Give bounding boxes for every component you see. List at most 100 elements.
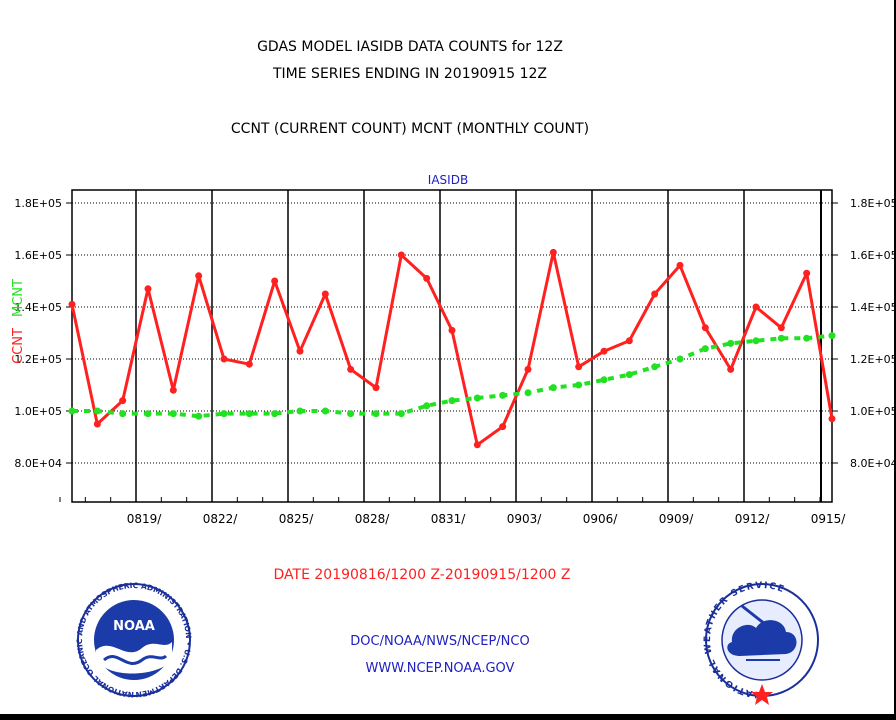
data-point-mcnt <box>676 355 684 363</box>
left-tick-label: 1.4E+05 <box>14 301 62 314</box>
right-tick-label: 1.8E+05 <box>850 197 896 210</box>
right-tick-label: 8.0E+04 <box>850 457 896 470</box>
x-tick-label: 0912/ <box>735 512 771 526</box>
left-axis-label: CCNT <box>11 328 26 364</box>
left-axis-ticks: 8.0E+04 1.0E+05 1.2E+05 1.4E+05 1.6E+05 1.8E+… <box>14 197 72 470</box>
org-path-label: DOC/NOAA/NWS/NCEP/NCO <box>350 634 529 649</box>
x-tick-label: 0909/ <box>659 512 695 526</box>
data-point-mcnt <box>549 384 557 392</box>
data-point-ccnt <box>423 274 431 282</box>
data-point-mcnt <box>473 394 481 402</box>
data-point-ccnt <box>321 290 329 298</box>
data-point-mcnt <box>600 376 608 384</box>
data-point-mcnt <box>195 412 203 420</box>
data-point-mcnt <box>296 407 304 415</box>
data-point-ccnt <box>144 285 152 293</box>
data-point-ccnt <box>651 290 659 298</box>
data-point-mcnt <box>752 337 760 345</box>
data-point-mcnt <box>524 389 532 397</box>
data-point-ccnt <box>397 251 405 259</box>
right-tick-label: 1.2E+05 <box>850 353 896 366</box>
data-point-mcnt <box>347 410 355 418</box>
data-point-ccnt <box>245 360 253 368</box>
data-point-ccnt <box>473 441 481 449</box>
data-point-mcnt <box>119 410 127 418</box>
x-tick-label: 0906/ <box>583 512 619 526</box>
x-tick-label: 0831/ <box>431 512 467 526</box>
plot-series-title: IASIDB <box>428 173 468 187</box>
right-tick-label: 1.0E+05 <box>850 405 896 418</box>
data-point-ccnt <box>777 324 785 332</box>
data-point-mcnt <box>169 410 177 418</box>
data-point-mcnt <box>245 410 253 418</box>
x-axis-ticks: 0819/0822/0825/0828/0831/0903/0906/0909/… <box>59 497 847 526</box>
data-point-ccnt <box>499 423 507 431</box>
data-point-mcnt <box>701 345 709 353</box>
data-point-mcnt <box>423 402 431 410</box>
data-point-mcnt <box>499 391 507 399</box>
x-tick-label: 0822/ <box>203 512 239 526</box>
data-point-ccnt <box>625 337 633 345</box>
data-point-ccnt <box>119 397 127 405</box>
data-point-mcnt <box>68 407 76 415</box>
x-tick-label: 0915/ <box>811 512 847 526</box>
x-tick-label: 0825/ <box>279 512 315 526</box>
left-tick-label: 1.8E+05 <box>14 197 62 210</box>
series-layer <box>68 248 836 449</box>
left-tick-label: 1.6E+05 <box>14 249 62 262</box>
data-point-ccnt <box>372 384 380 392</box>
data-point-mcnt <box>271 410 279 418</box>
x-tick-label: 0903/ <box>507 512 543 526</box>
chart-title-line2: TIME SERIES ENDING IN 20190915 12Z <box>272 66 547 82</box>
grid-lines <box>72 190 832 502</box>
data-point-ccnt <box>676 261 684 269</box>
data-point-ccnt <box>296 347 304 355</box>
data-point-ccnt <box>752 303 760 311</box>
data-point-ccnt <box>68 300 76 308</box>
data-point-mcnt <box>144 410 152 418</box>
data-point-mcnt <box>777 334 785 342</box>
data-point-ccnt <box>93 420 101 428</box>
data-point-ccnt <box>271 277 279 285</box>
data-point-ccnt <box>828 415 836 423</box>
data-point-mcnt <box>448 397 456 405</box>
data-point-mcnt <box>625 371 633 379</box>
data-point-ccnt <box>448 326 456 334</box>
data-point-ccnt <box>575 363 583 371</box>
data-point-ccnt <box>524 365 532 373</box>
data-point-mcnt <box>803 334 811 342</box>
x-tick-label: 0819/ <box>127 512 163 526</box>
data-point-ccnt <box>169 386 177 394</box>
data-point-ccnt <box>600 347 608 355</box>
chart-subtitle: CCNT (CURRENT COUNT) MCNT (MONTHLY COUNT… <box>231 121 589 137</box>
data-point-ccnt <box>347 365 355 373</box>
right-axis-label: MCNT <box>11 279 26 317</box>
data-point-mcnt <box>397 410 405 418</box>
data-point-mcnt <box>828 332 836 340</box>
star-icon <box>751 684 773 705</box>
data-point-mcnt <box>220 410 228 418</box>
right-tick-label: 1.4E+05 <box>850 301 896 314</box>
left-tick-label: 1.0E+05 <box>14 405 62 418</box>
right-tick-label: 1.6E+05 <box>850 249 896 262</box>
data-point-ccnt <box>549 248 557 256</box>
noaa-wordmark: NOAA <box>113 619 155 634</box>
data-point-mcnt <box>651 363 659 371</box>
website-link[interactable]: WWW.NCEP.NOAA.GOV <box>366 661 515 676</box>
data-point-ccnt <box>220 355 228 363</box>
left-tick-label: 8.0E+04 <box>14 457 62 470</box>
data-point-mcnt <box>727 339 735 347</box>
data-point-ccnt <box>701 324 709 332</box>
date-range-label: DATE 20190816/1200 Z-20190915/1200 Z <box>274 567 571 583</box>
data-point-mcnt <box>321 407 329 415</box>
data-point-mcnt <box>93 407 101 415</box>
left-tick-label: 1.2E+05 <box>14 353 62 366</box>
data-point-mcnt <box>372 410 380 418</box>
chart-title-line1: GDAS MODEL IASIDB DATA COUNTS for 12Z <box>257 39 563 55</box>
right-axis-ticks: 8.0E+04 1.0E+05 1.2E+05 1.4E+05 1.6E+05 1.8E+… <box>832 197 896 470</box>
data-point-ccnt <box>195 272 203 280</box>
data-point-ccnt <box>727 365 735 373</box>
data-point-mcnt <box>575 381 583 389</box>
